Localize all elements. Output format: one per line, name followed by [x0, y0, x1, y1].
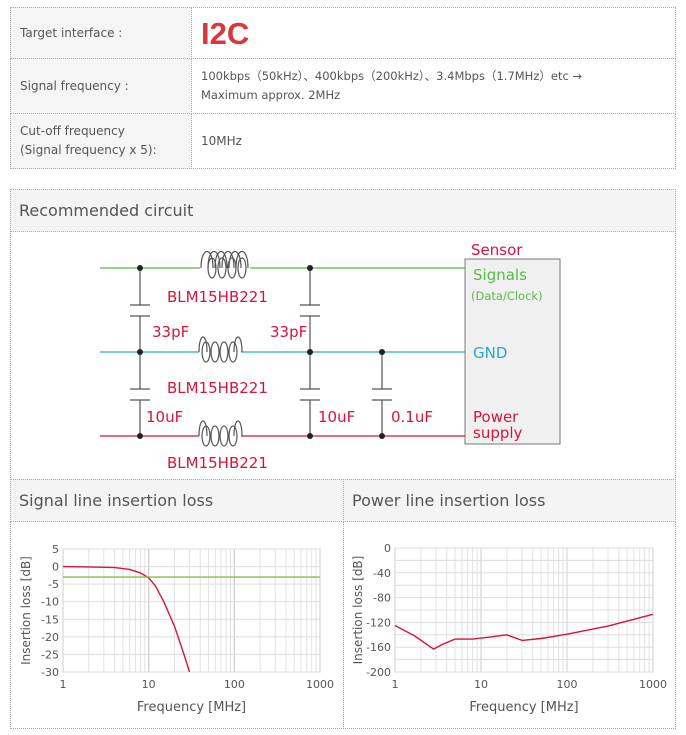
y-tick-label: -200 — [366, 666, 391, 679]
inductor-label: BLM15HB221 — [167, 454, 268, 472]
capacitor-icons — [130, 268, 392, 436]
y-tick-label: -25 — [41, 648, 59, 661]
power-label: Power — [473, 408, 519, 426]
inductor-label: BLM15HB221 — [167, 288, 268, 306]
label-text: Cut-off frequency — [20, 124, 125, 138]
x-tick-label: 100 — [224, 678, 245, 691]
circuit-diagram: BLM15HB221 BLM15HB221 BLM15HB221 33pF 33… — [100, 241, 561, 472]
label-text: Target interface : — [20, 25, 123, 40]
power-label: supply — [473, 424, 523, 442]
y-axis-label: Insertion loss [dB] — [351, 556, 365, 665]
capacitor-label: 10uF — [146, 408, 183, 426]
x-tick-label: 10 — [142, 678, 156, 691]
circuit-header: Recommended circuit — [10, 189, 676, 232]
value-cutoff-frequency: 10MHz — [191, 113, 676, 169]
x-tick-label: 1000 — [306, 678, 334, 691]
capacitor-label: 33pF — [270, 323, 307, 341]
series-line-0 — [394, 613, 654, 650]
y-tick-label: -120 — [366, 616, 391, 629]
x-axis-label: Frequency [MHz] — [469, 700, 578, 715]
x-tick-label: 1 — [60, 678, 67, 691]
x-tick-label: 1000 — [639, 678, 667, 691]
signal-chart-header: Signal line insertion loss — [10, 479, 344, 522]
y-tick-label: -30 — [41, 666, 59, 679]
signals-label: Signals — [473, 266, 527, 284]
capacitor-label: 0.1uF — [391, 408, 433, 426]
x-tick-label: 100 — [557, 678, 578, 691]
value-line: 100kbps（50kHz）、400kbps（200kHz）、3.4Mbps（1… — [201, 69, 583, 83]
y-axis-label: Insertion loss [dB] — [19, 556, 33, 665]
gnd-label: GND — [473, 344, 507, 362]
y-tick-label: -15 — [41, 613, 59, 626]
section-title: Recommended circuit — [19, 201, 194, 220]
sensor-title: Sensor — [471, 241, 523, 259]
y-tick-label: 0 — [52, 561, 59, 574]
power-chart-header: Power line insertion loss — [343, 479, 676, 522]
label-text: (Signal frequency x 5): — [20, 143, 157, 157]
y-tick-label: 5 — [52, 543, 59, 556]
y-tick-label: 0 — [384, 542, 391, 555]
label-text: Signal frequency : — [20, 78, 129, 93]
capacitor-label: 10uF — [318, 408, 355, 426]
value-line: Maximum approx. 2MHz — [201, 88, 341, 102]
inductor-icon — [198, 336, 243, 363]
inductor-label: BLM15HB221 — [167, 379, 268, 397]
y-tick-label: -5 — [48, 578, 59, 591]
chart-title: Signal line insertion loss — [19, 491, 214, 510]
power-chart-panel — [343, 521, 676, 729]
plot-area — [62, 548, 321, 673]
y-tick-label: -80 — [373, 592, 391, 605]
label-target-interface: Target interface : — [10, 7, 192, 59]
signals-sub-label: (Data/Clock) — [471, 289, 543, 303]
value-text: 10MHz — [201, 133, 242, 148]
junction-dots — [137, 265, 385, 439]
y-tick-label: -20 — [41, 631, 59, 644]
x-tick-label: 10 — [474, 678, 488, 691]
y-tick-label: -10 — [41, 596, 59, 609]
chart-title: Power line insertion loss — [352, 491, 546, 510]
x-axis-label: Frequency [MHz] — [137, 700, 246, 715]
y-tick-label: -40 — [373, 567, 391, 580]
signal-insertion-loss-chart: 5 0 -5 -10 -15 -20 -25 -301 10 100 1000 Frequency [… — [19, 543, 334, 715]
value-signal-frequency: 100kbps（50kHz）、400kbps（200kHz）、3.4Mbps（1… — [191, 58, 676, 114]
y-tick-label: -160 — [366, 641, 391, 654]
sensor-box — [464, 258, 561, 445]
x-tick-label: 1 — [392, 678, 399, 691]
capacitor-label: 33pF — [152, 323, 189, 341]
inductor-icon — [198, 420, 243, 447]
inductor-icon — [200, 250, 249, 279]
